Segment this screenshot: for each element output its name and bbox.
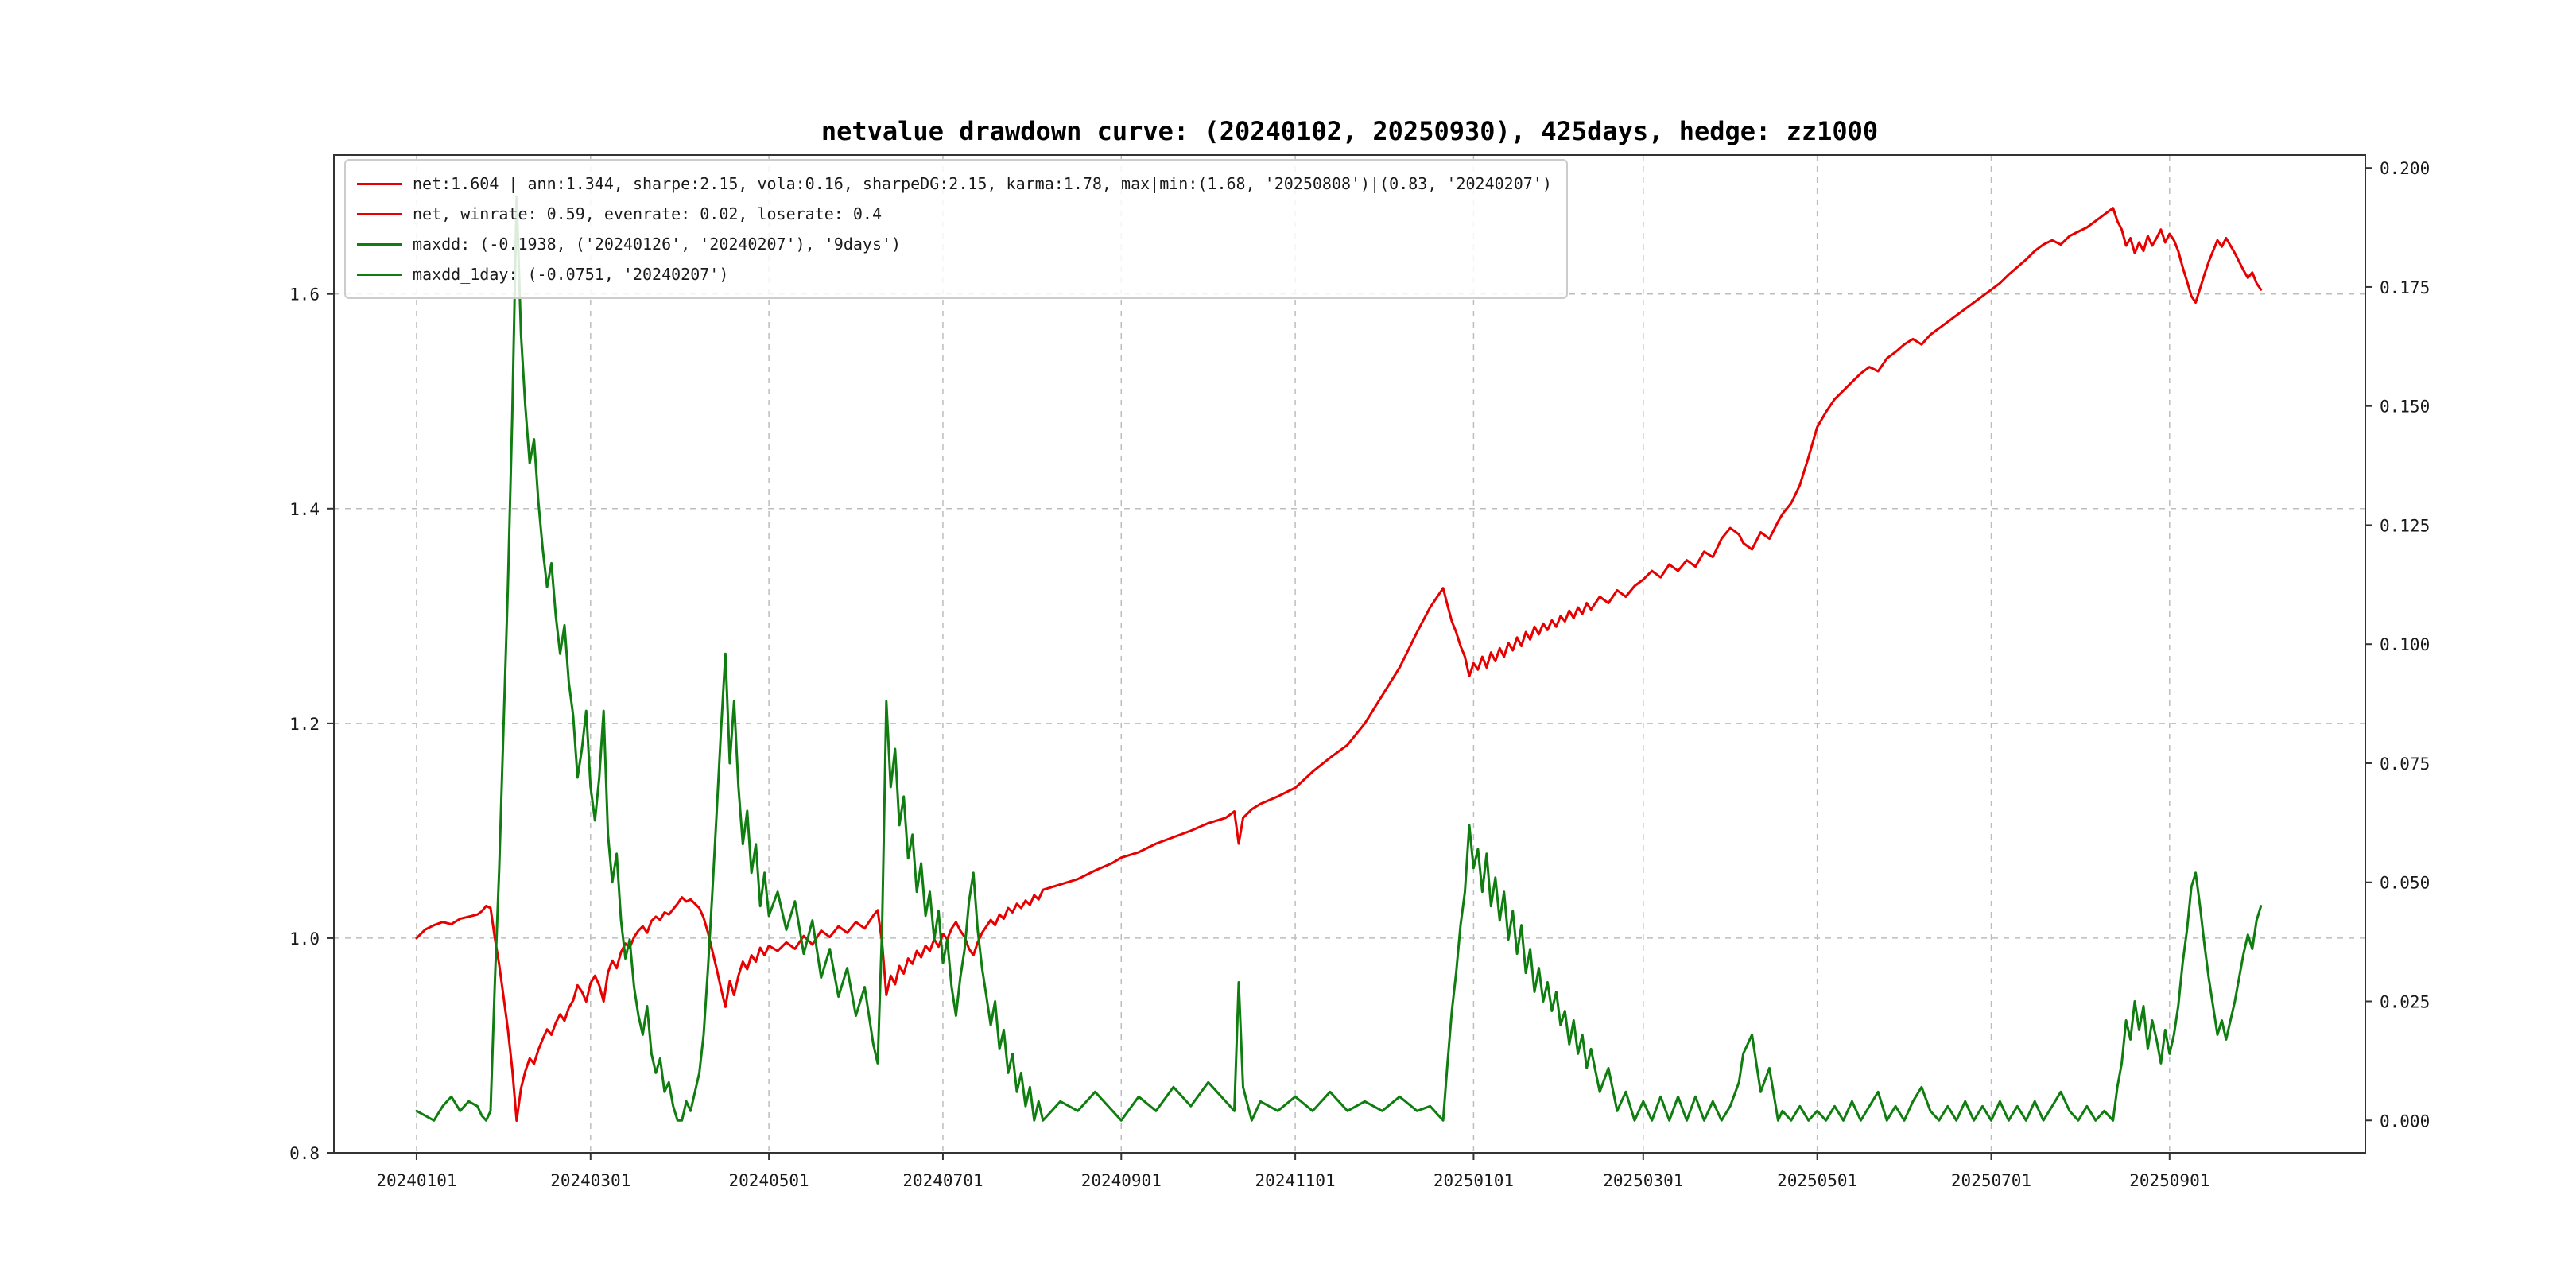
maxdd-1day-swatch	[357, 273, 402, 276]
x-tick-label: 20240901	[1081, 1171, 1162, 1190]
legend: net:1.604 | ann:1.344, sharpe:2.15, vola…	[344, 159, 1568, 299]
y-right-tick-label: 0.150	[2380, 398, 2430, 417]
legend-item: net:1.604 | ann:1.344, sharpe:2.15, vola…	[357, 169, 1552, 199]
net-winrate-swatch	[357, 212, 402, 215]
legend-label-net-stats: net:1.604 | ann:1.344, sharpe:2.15, vola…	[413, 174, 1552, 193]
y-left-tick-label: 1.6	[289, 285, 320, 305]
y-right-tick-label: 0.200	[2380, 159, 2430, 178]
y-right-tick-label: 0.100	[2380, 635, 2430, 654]
legend-label-maxdd-1day: maxdd_1day: (-0.0751, '20240207')	[413, 265, 729, 284]
legend-label-net-winrate: net, winrate: 0.59, evenrate: 0.02, lose…	[413, 204, 883, 223]
y-right-tick-label: 0.000	[2380, 1111, 2430, 1131]
legend-label-maxdd: maxdd: (-0.1938, ('20240126', '20240207'…	[413, 235, 902, 254]
x-tick-label: 20240501	[729, 1171, 809, 1190]
y-right-tick-label: 0.025	[2380, 993, 2430, 1012]
x-tick-label: 20240301	[550, 1171, 630, 1190]
y-left-tick-label: 1.0	[289, 929, 320, 949]
legend-item: maxdd_1day: (-0.0751, '20240207')	[357, 259, 1552, 289]
net-line	[415, 207, 2263, 1122]
chart-title: netvalue drawdown curve: (20240102, 2025…	[821, 116, 1879, 146]
y-left-tick-label: 1.2	[289, 715, 320, 734]
x-tick-label: 20240701	[902, 1171, 983, 1190]
y-left-tick-label: 1.4	[289, 500, 320, 519]
x-tick-label: 20240101	[376, 1171, 456, 1190]
x-tick-label: 20250301	[1603, 1171, 1683, 1190]
legend-item: net, winrate: 0.59, evenrate: 0.02, lose…	[357, 199, 1552, 229]
x-tick-label: 20250501	[1777, 1171, 1857, 1190]
x-tick-label: 20250101	[1433, 1171, 1514, 1190]
y-left-tick-label: 0.8	[289, 1144, 320, 1163]
x-tick-label: 20250901	[2129, 1171, 2209, 1190]
legend-item: maxdd: (-0.1938, ('20240126', '20240207'…	[357, 229, 1552, 259]
plot-frame	[333, 154, 2366, 1154]
net-line-swatch	[357, 182, 402, 185]
drawdown-line	[415, 195, 2263, 1122]
y-right-tick-label: 0.125	[2380, 516, 2430, 535]
y-right-tick-label: 0.050	[2380, 874, 2430, 893]
x-tick-label: 20250701	[1951, 1171, 2031, 1190]
x-tick-label: 20241101	[1255, 1171, 1336, 1190]
maxdd-line-swatch	[357, 242, 402, 246]
y-right-tick-label: 0.175	[2380, 278, 2430, 297]
y-right-tick-label: 0.075	[2380, 755, 2430, 774]
